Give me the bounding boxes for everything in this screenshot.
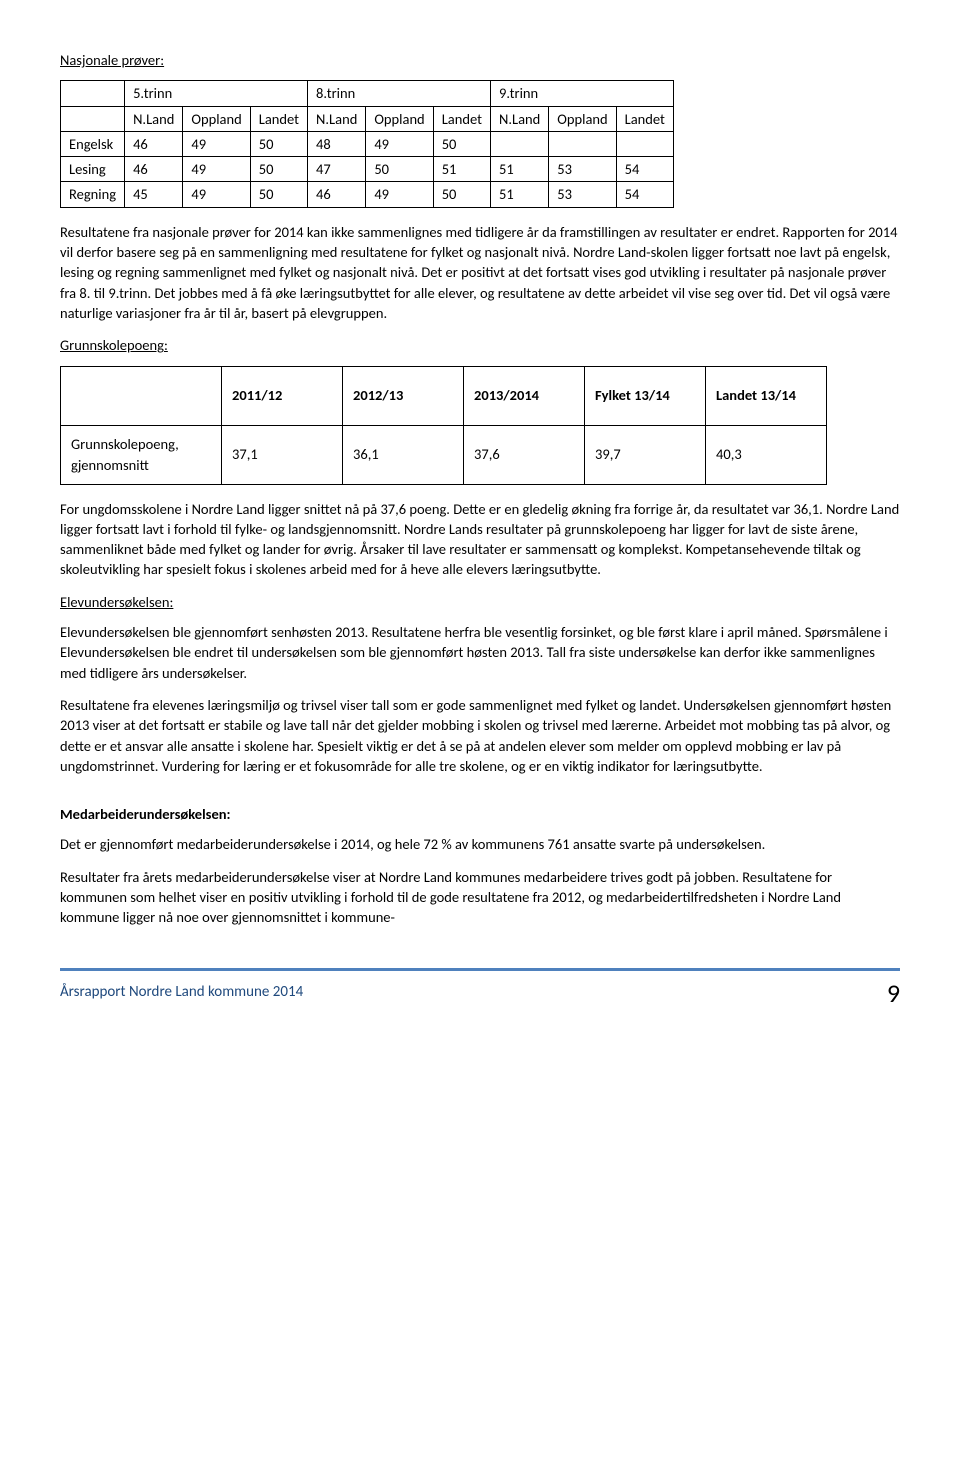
- paragraph: Resultatene fra elevenes læringsmiljø og…: [60, 695, 900, 776]
- cell: 49: [366, 182, 433, 207]
- cell: 50: [433, 131, 490, 156]
- table-grunnskolepoeng: 2011/12 2012/13 2013/2014 Fylket 13/14 L…: [60, 366, 827, 485]
- sub-header: Oppland: [366, 106, 433, 131]
- cell: 53: [549, 182, 616, 207]
- heading-grunnskolepoeng: Grunnskolepoeng:: [60, 336, 168, 354]
- cell: 50: [250, 182, 307, 207]
- paragraph: For ungdomsskolene i Nordre Land ligger …: [60, 499, 900, 580]
- row-label: Engelsk: [61, 131, 125, 156]
- sub-header: Landet: [250, 106, 307, 131]
- cell: 51: [490, 182, 548, 207]
- cell: 54: [616, 157, 673, 182]
- sub-header: N.Land: [308, 106, 366, 131]
- cell: 50: [250, 131, 307, 156]
- cell: 49: [366, 131, 433, 156]
- heading-medarbeider: Medarbeiderundersøkelsen:: [60, 805, 231, 823]
- cell: 46: [125, 131, 183, 156]
- cell: 40,3: [706, 425, 827, 484]
- sub-header: N.Land: [490, 106, 548, 131]
- table-row: Engelsk 46 49 50 48 49 50: [61, 131, 674, 156]
- cell: 47: [308, 157, 366, 182]
- cell: [490, 131, 548, 156]
- col-header: Landet 13/14: [706, 366, 827, 425]
- sub-header: Oppland: [549, 106, 616, 131]
- cell: 37,6: [464, 425, 585, 484]
- cell: 36,1: [343, 425, 464, 484]
- sub-header: Landet: [433, 106, 490, 131]
- sub-header: Oppland: [183, 106, 250, 131]
- heading-nasjonale: Nasjonale prøver:: [60, 51, 164, 69]
- cell: 50: [433, 182, 490, 207]
- cell: 51: [433, 157, 490, 182]
- table-row: Grunnskolepoeng, gjennomsnitt 37,1 36,1 …: [61, 425, 827, 484]
- paragraph: Elevundersøkelsen ble gjennomført senhøs…: [60, 622, 900, 683]
- col-header: Fylket 13/14: [585, 366, 706, 425]
- cell-blank: [61, 81, 125, 106]
- footer-title: Årsrapport Nordre Land kommune 2014: [60, 982, 303, 1003]
- row-label: Grunnskolepoeng, gjennomsnitt: [61, 425, 222, 484]
- cell-blank: [61, 106, 125, 131]
- cell: 46: [308, 182, 366, 207]
- row-label: Regning: [61, 182, 125, 207]
- table-row: Lesing 46 49 50 47 50 51 51 53 54: [61, 157, 674, 182]
- heading-elevundersokelsen: Elevundersøkelsen:: [60, 593, 173, 611]
- cell: 48: [308, 131, 366, 156]
- page-footer: Årsrapport Nordre Land kommune 2014 9: [60, 968, 900, 1011]
- col-header: 2013/2014: [464, 366, 585, 425]
- table-row: Regning 45 49 50 46 49 50 51 53 54: [61, 182, 674, 207]
- cell: 37,1: [222, 425, 343, 484]
- group-header: 9.trinn: [490, 81, 673, 106]
- page-number: 9: [887, 975, 900, 1011]
- cell: 53: [549, 157, 616, 182]
- paragraph: Resultater fra årets medarbeiderundersøk…: [60, 867, 900, 928]
- cell: 49: [183, 157, 250, 182]
- cell: [549, 131, 616, 156]
- cell-blank: [61, 366, 222, 425]
- cell: 54: [616, 182, 673, 207]
- cell: 45: [125, 182, 183, 207]
- group-header: 8.trinn: [308, 81, 491, 106]
- table-nasjonale: 5.trinn 8.trinn 9.trinn N.Land Oppland L…: [60, 80, 674, 207]
- sub-header: Landet: [616, 106, 673, 131]
- paragraph: Det er gjennomført medarbeiderundersøkel…: [60, 834, 900, 854]
- col-header: 2011/12: [222, 366, 343, 425]
- cell: 46: [125, 157, 183, 182]
- paragraph: Resultatene fra nasjonale prøver for 201…: [60, 222, 900, 323]
- cell: 50: [250, 157, 307, 182]
- sub-header: N.Land: [125, 106, 183, 131]
- cell: 50: [366, 157, 433, 182]
- cell: 49: [183, 182, 250, 207]
- cell: 49: [183, 131, 250, 156]
- group-header: 5.trinn: [125, 81, 308, 106]
- col-header: 2012/13: [343, 366, 464, 425]
- row-label: Lesing: [61, 157, 125, 182]
- cell: [616, 131, 673, 156]
- cell: 51: [490, 157, 548, 182]
- cell: 39,7: [585, 425, 706, 484]
